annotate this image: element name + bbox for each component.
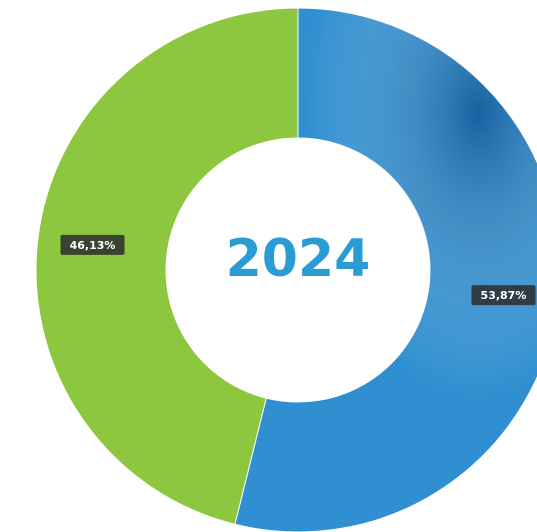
center-text: 2024	[226, 229, 371, 289]
label-box	[471, 285, 536, 306]
label-text: 46,13%	[70, 239, 116, 252]
value-label: 46,13%	[60, 234, 125, 255]
value-labels: 53,87% 46,13%	[60, 234, 536, 306]
label-box	[60, 234, 125, 255]
value-label: 53,87%	[471, 285, 536, 306]
label-text: 53,87%	[481, 289, 527, 302]
donut-segment	[35, 7, 299, 525]
segment-shade	[234, 8, 537, 532]
